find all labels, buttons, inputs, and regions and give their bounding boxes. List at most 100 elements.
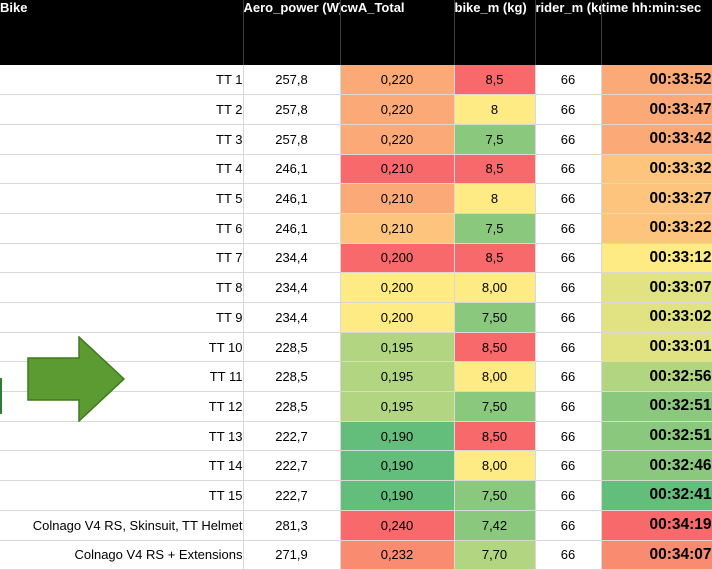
cell-cwa-total[interactable]: 0,210	[340, 154, 455, 185]
cell-cwa-total[interactable]: 0,190	[340, 450, 455, 482]
cell-cwa-total[interactable]: 0,195	[340, 391, 455, 422]
cell-bike-mass[interactable]: 8,00	[454, 450, 536, 482]
cell-bike[interactable]: TT 7	[0, 243, 244, 274]
cell-aero-power[interactable]: 228,5	[243, 361, 341, 393]
header-bike-mass[interactable]: bike_m (kg)	[454, 0, 536, 65]
cell-bike-mass[interactable]: 8	[454, 183, 536, 214]
cell-bike[interactable]: TT 15	[0, 480, 244, 511]
cell-time[interactable]: 00:33:27	[601, 183, 712, 214]
cell-aero-power[interactable]: 257,8	[243, 94, 341, 125]
cell-cwa-total[interactable]: 0,210	[340, 213, 455, 244]
header-rider-mass[interactable]: rider_m (kg)	[535, 0, 602, 65]
cell-bike-mass[interactable]: 7,5	[454, 124, 536, 155]
cell-rider-mass[interactable]: 66	[535, 94, 602, 125]
cell-rider-mass[interactable]: 66	[535, 361, 602, 393]
cell-bike[interactable]: TT 6	[0, 213, 244, 244]
cell-rider-mass[interactable]: 66	[535, 213, 602, 244]
cell-cwa-total[interactable]: 0,220	[340, 124, 455, 155]
cell-cwa-total[interactable]: 0,200	[340, 243, 455, 274]
cell-bike-mass[interactable]: 7,50	[454, 302, 536, 333]
cell-time[interactable]: 00:33:52	[601, 65, 712, 96]
cell-bike-mass[interactable]: 8,50	[454, 421, 536, 452]
cell-bike[interactable]: TT 1	[0, 65, 244, 96]
header-cwa-total[interactable]: cwA_Total	[340, 0, 455, 65]
cell-bike[interactable]: TT 3	[0, 124, 244, 155]
cell-rider-mass[interactable]: 66	[535, 421, 602, 452]
cell-bike[interactable]: TT 14	[0, 450, 244, 482]
cell-bike-mass[interactable]: 7,50	[454, 391, 536, 422]
cell-aero-power[interactable]: 271,9	[243, 540, 341, 570]
cell-bike[interactable]: TT 13	[0, 421, 244, 452]
cell-cwa-total[interactable]: 0,210	[340, 183, 455, 214]
cell-rider-mass[interactable]: 66	[535, 540, 602, 570]
cell-bike-mass[interactable]: 7,42	[454, 510, 536, 541]
cell-rider-mass[interactable]: 66	[535, 65, 602, 96]
cell-aero-power[interactable]: 257,8	[243, 65, 341, 96]
cell-aero-power[interactable]: 246,1	[243, 154, 341, 185]
cell-bike-mass[interactable]: 8,00	[454, 272, 536, 303]
cell-time[interactable]: 00:33:01	[601, 332, 712, 363]
cell-time[interactable]: 00:33:12	[601, 243, 712, 274]
cell-cwa-total[interactable]: 0,200	[340, 302, 455, 333]
cell-rider-mass[interactable]: 66	[535, 243, 602, 274]
cell-bike[interactable]: TT 5	[0, 183, 244, 214]
cell-time[interactable]: 00:33:47	[601, 94, 712, 125]
cell-aero-power[interactable]: 246,1	[243, 213, 341, 244]
cell-time[interactable]: 00:33:07	[601, 272, 712, 303]
cell-bike-mass[interactable]: 7,50	[454, 480, 536, 511]
cell-bike[interactable]: TT 4	[0, 154, 244, 185]
cell-time[interactable]: 00:32:56	[601, 361, 712, 393]
cell-bike-mass[interactable]: 7,5	[454, 213, 536, 244]
cell-rider-mass[interactable]: 66	[535, 391, 602, 422]
cell-cwa-total[interactable]: 0,240	[340, 510, 455, 541]
cell-time[interactable]: 00:33:02	[601, 302, 712, 333]
cell-aero-power[interactable]: 228,5	[243, 391, 341, 422]
cell-aero-power[interactable]: 234,4	[243, 302, 341, 333]
cell-bike-mass[interactable]: 8	[454, 94, 536, 125]
cell-cwa-total[interactable]: 0,195	[340, 332, 455, 363]
cell-time[interactable]: 00:33:22	[601, 213, 712, 244]
cell-bike-mass[interactable]: 8,50	[454, 332, 536, 363]
header-bike[interactable]: Bike	[0, 0, 244, 65]
cell-time[interactable]: 00:33:32	[601, 154, 712, 185]
cell-bike[interactable]: TT 2	[0, 94, 244, 125]
cell-aero-power[interactable]: 234,4	[243, 243, 341, 274]
cell-time[interactable]: 00:32:46	[601, 450, 712, 482]
cell-cwa-total[interactable]: 0,190	[340, 421, 455, 452]
cell-bike[interactable]: Colnago V4 RS, Skinsuit, TT Helmet	[0, 510, 244, 541]
cell-rider-mass[interactable]: 66	[535, 183, 602, 214]
cell-rider-mass[interactable]: 66	[535, 332, 602, 363]
cell-cwa-total[interactable]: 0,190	[340, 480, 455, 511]
cell-bike[interactable]: TT 8	[0, 272, 244, 303]
cell-rider-mass[interactable]: 66	[535, 154, 602, 185]
cell-aero-power[interactable]: 228,5	[243, 332, 341, 363]
cell-time[interactable]: 00:32:51	[601, 421, 712, 452]
cell-cwa-total[interactable]: 0,220	[340, 94, 455, 125]
cell-cwa-total[interactable]: 0,220	[340, 65, 455, 96]
cell-time[interactable]: 00:32:41	[601, 480, 712, 511]
cell-aero-power[interactable]: 222,7	[243, 480, 341, 511]
cell-cwa-total[interactable]: 0,200	[340, 272, 455, 303]
cell-aero-power[interactable]: 222,7	[243, 450, 341, 482]
cell-cwa-total[interactable]: 0,195	[340, 361, 455, 393]
cell-rider-mass[interactable]: 66	[535, 510, 602, 541]
cell-time[interactable]: 00:34:19	[601, 510, 712, 541]
cell-bike-mass[interactable]: 8,5	[454, 154, 536, 185]
header-time[interactable]: time hh:min:sec	[601, 0, 712, 65]
cell-bike[interactable]: Colnago V4 RS + Extensions	[0, 540, 244, 570]
cell-bike-mass[interactable]: 8,5	[454, 65, 536, 96]
cell-aero-power[interactable]: 222,7	[243, 421, 341, 452]
cell-bike[interactable]: TT 9	[0, 302, 244, 333]
cell-time[interactable]: 00:33:42	[601, 124, 712, 155]
cell-cwa-total[interactable]: 0,232	[340, 540, 455, 570]
cell-aero-power[interactable]: 257,8	[243, 124, 341, 155]
cell-rider-mass[interactable]: 66	[535, 450, 602, 482]
cell-rider-mass[interactable]: 66	[535, 302, 602, 333]
cell-rider-mass[interactable]: 66	[535, 124, 602, 155]
header-aero-power[interactable]: Aero_power (W) @ 45km/h	[243, 0, 341, 65]
cell-rider-mass[interactable]: 66	[535, 480, 602, 511]
cell-aero-power[interactable]: 246,1	[243, 183, 341, 214]
cell-rider-mass[interactable]: 66	[535, 272, 602, 303]
cell-time[interactable]: 00:32:51	[601, 391, 712, 422]
cell-aero-power[interactable]: 234,4	[243, 272, 341, 303]
